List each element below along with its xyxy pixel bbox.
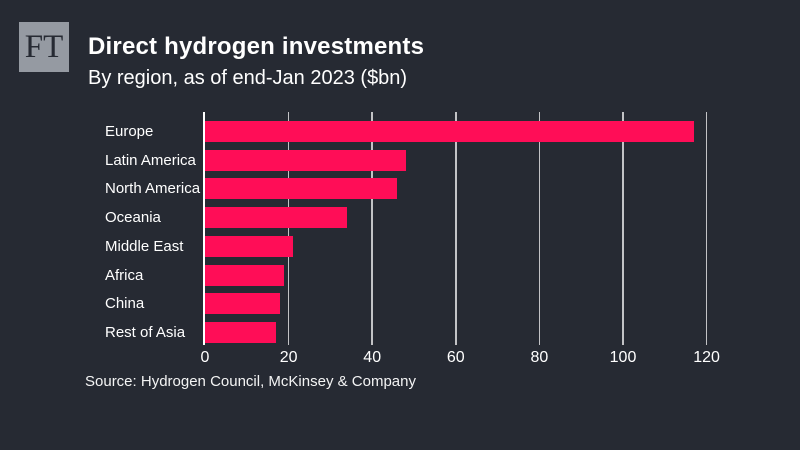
bar-africa <box>205 264 285 286</box>
ft-logo: FT <box>19 22 69 72</box>
category-label: Middle East <box>105 237 184 255</box>
ft-logo-text: FT <box>24 28 64 65</box>
grid-line <box>538 112 541 345</box>
y-axis-line <box>203 112 205 345</box>
category-label: Europe <box>105 123 154 140</box>
x-tick-label: 0 <box>200 349 210 366</box>
bar-rest-of-asia <box>205 321 277 343</box>
chart-subtitle: By region, as of end-Jan 2023 ($bn) <box>88 67 408 89</box>
category-label: Oceania <box>105 209 161 227</box>
x-tick-label: 80 <box>530 349 549 366</box>
x-tick-label: 40 <box>363 349 382 366</box>
source-note: Source: Hydrogen Council, McKinsey & Com… <box>85 373 416 390</box>
bar-china <box>205 293 281 315</box>
bar-chart-plot <box>203 112 765 345</box>
bar-latin-america <box>205 149 406 171</box>
category-label: Rest of Asia <box>105 323 186 341</box>
grid-line <box>622 112 624 345</box>
grid-line <box>287 112 290 345</box>
x-tick-label: 100 <box>609 349 637 366</box>
grid-line <box>705 112 708 345</box>
grid-line <box>455 112 457 345</box>
bar-north-america <box>205 178 398 200</box>
chart-title: Direct hydrogen investments <box>88 33 425 60</box>
category-label: China <box>105 295 145 313</box>
category-label: Africa <box>105 266 144 284</box>
bar-europe <box>205 121 695 142</box>
x-tick-label: 20 <box>279 349 298 366</box>
bar-oceania <box>205 207 348 229</box>
x-tick-label: 120 <box>693 349 720 366</box>
grid-line <box>371 112 373 345</box>
bar-middle-east <box>205 235 293 257</box>
x-tick-label: 60 <box>446 349 465 366</box>
category-label: Latin America <box>105 151 196 169</box>
category-label: North America <box>105 180 201 198</box>
